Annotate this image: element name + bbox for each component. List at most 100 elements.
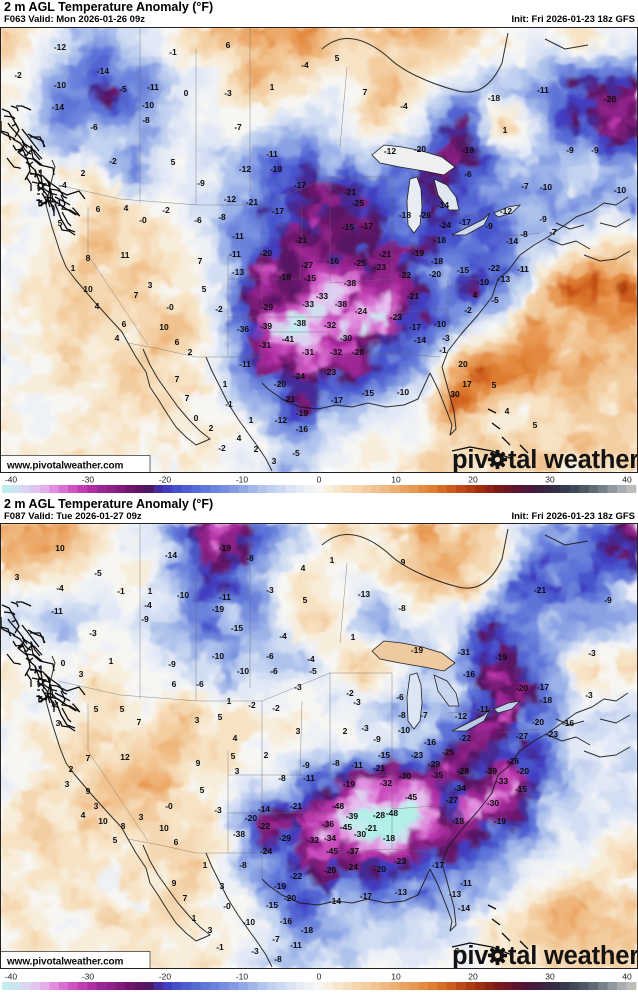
svg-text:-26: -26: [419, 210, 432, 220]
svg-text:-29: -29: [428, 759, 441, 769]
svg-text:-10: -10: [397, 387, 410, 397]
svg-text:-14: -14: [458, 903, 471, 913]
svg-text:-1: -1: [225, 399, 233, 409]
svg-text:-9: -9: [591, 145, 599, 155]
svg-text:-38: -38: [294, 318, 307, 328]
svg-text:10: 10: [391, 972, 401, 982]
svg-text:-28: -28: [352, 347, 365, 357]
svg-text:40: 40: [622, 972, 632, 982]
svg-text:-3: -3: [442, 333, 450, 343]
svg-text:0: 0: [61, 658, 66, 668]
svg-text:-20: -20: [324, 865, 337, 875]
svg-text:-20: -20: [260, 248, 273, 258]
svg-text:-16: -16: [296, 424, 309, 434]
svg-text:-45: -45: [326, 846, 339, 856]
svg-text:11: 11: [121, 250, 130, 260]
svg-text:-18: -18: [488, 93, 501, 103]
svg-text:-29: -29: [261, 302, 274, 312]
svg-text:-24: -24: [293, 371, 306, 381]
svg-text:-18: -18: [383, 833, 396, 843]
svg-text:-1: -1: [169, 47, 177, 57]
svg-text:-45: -45: [340, 822, 353, 832]
svg-text:-33: -33: [302, 299, 315, 309]
svg-text:-35: -35: [431, 770, 444, 780]
svg-text:-11: -11: [477, 704, 489, 714]
svg-text:4: 4: [81, 810, 86, 820]
svg-text:-34: -34: [454, 783, 467, 793]
svg-text:-32: -32: [380, 778, 393, 788]
svg-text:-14: -14: [97, 66, 110, 76]
svg-text:-12: -12: [275, 415, 288, 425]
svg-text:-11: -11: [239, 359, 251, 369]
svg-text:-10: -10: [237, 666, 250, 676]
svg-text:30: 30: [545, 475, 555, 485]
svg-text:-15: -15: [362, 388, 375, 398]
svg-text:-15: -15: [266, 900, 279, 910]
svg-text:-15: -15: [457, 265, 470, 275]
svg-text:-18: -18: [434, 235, 447, 245]
svg-text:-12: -12: [54, 42, 67, 52]
svg-text:-8: -8: [520, 229, 528, 239]
svg-text:-17: -17: [432, 860, 445, 870]
svg-text:-10: -10: [477, 277, 490, 287]
svg-text:8: 8: [86, 253, 91, 263]
svg-text:-11: -11: [266, 149, 278, 159]
svg-text:-21: -21: [534, 585, 547, 595]
svg-text:1: 1: [249, 415, 254, 425]
svg-text:-14: -14: [506, 236, 519, 246]
svg-text:-7: -7: [234, 122, 242, 132]
svg-text:9: 9: [172, 878, 177, 888]
svg-text:-4: -4: [56, 583, 64, 593]
svg-text:10: 10: [83, 284, 93, 294]
svg-text:-9: -9: [168, 659, 176, 669]
svg-text:-28: -28: [373, 810, 386, 820]
svg-text:3: 3: [208, 925, 213, 935]
svg-text:3: 3: [296, 726, 301, 736]
svg-text:-10: -10: [54, 80, 67, 90]
svg-text:4: 4: [301, 563, 306, 573]
svg-text:-19: -19: [270, 164, 283, 174]
svg-text:-2: -2: [215, 304, 223, 314]
svg-text:40: 40: [622, 475, 632, 485]
svg-text:-13: -13: [358, 589, 371, 599]
svg-text:4: 4: [505, 406, 510, 416]
svg-text:-25: -25: [352, 198, 365, 208]
svg-text:-32: -32: [307, 835, 320, 845]
svg-text:-33: -33: [316, 291, 329, 301]
svg-text:-23: -23: [546, 729, 559, 739]
svg-text:1: 1: [330, 555, 335, 565]
svg-text:9: 9: [401, 557, 406, 567]
svg-text:-27: -27: [516, 731, 529, 741]
svg-text:10: 10: [391, 475, 401, 485]
svg-text:20: 20: [458, 359, 468, 369]
svg-text:-21: -21: [407, 291, 420, 301]
svg-text:-48: -48: [386, 808, 399, 818]
svg-text:-41: -41: [282, 334, 295, 344]
svg-text:-7: -7: [549, 227, 557, 237]
svg-text:-9: -9: [141, 614, 149, 624]
svg-text:-26: -26: [507, 756, 520, 766]
svg-text:-5: -5: [292, 448, 300, 458]
svg-text:0: 0: [317, 972, 322, 982]
svg-text:-19: -19: [343, 779, 356, 789]
svg-text:-9: -9: [566, 145, 574, 155]
svg-text:-40: -40: [5, 972, 18, 982]
svg-text:1: 1: [270, 82, 275, 92]
svg-text:2: 2: [209, 423, 214, 433]
svg-text:-21: -21: [379, 249, 392, 259]
svg-text:-6: -6: [270, 666, 278, 676]
svg-text:2: 2: [69, 764, 74, 774]
svg-text:-20: -20: [604, 94, 617, 104]
svg-text:-8: -8: [239, 860, 247, 870]
svg-text:-14: -14: [414, 335, 427, 345]
svg-text:7: 7: [134, 290, 139, 300]
svg-text:-30: -30: [399, 771, 412, 781]
svg-text:-18: -18: [279, 272, 292, 282]
svg-text:-10: -10: [177, 590, 190, 600]
svg-text:-18: -18: [540, 695, 553, 705]
svg-text:4: 4: [233, 733, 238, 743]
svg-text:-23: -23: [390, 312, 403, 322]
svg-text:-13: -13: [232, 267, 245, 277]
svg-text:-30: -30: [82, 475, 95, 485]
svg-text:-21: -21: [365, 823, 378, 833]
